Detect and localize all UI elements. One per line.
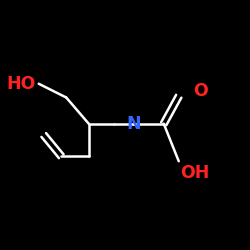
Text: OH: OH [180, 164, 210, 182]
Text: O: O [192, 82, 208, 100]
Text: N: N [126, 115, 141, 133]
Text: HO: HO [6, 75, 36, 93]
